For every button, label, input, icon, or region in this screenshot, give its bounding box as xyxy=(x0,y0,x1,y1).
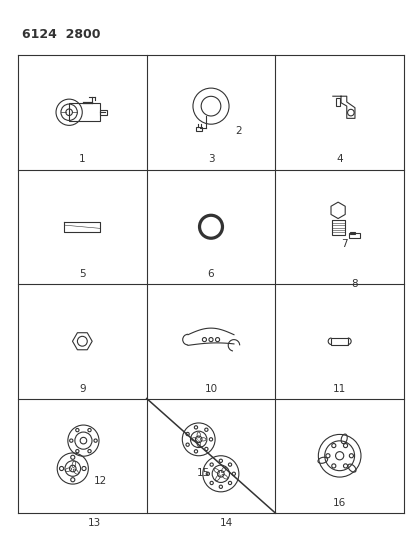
Bar xyxy=(335,98,339,106)
Bar xyxy=(331,220,344,235)
Text: 6124  2800: 6124 2800 xyxy=(22,28,100,41)
Text: 8: 8 xyxy=(351,279,357,289)
Text: 1: 1 xyxy=(79,155,85,165)
Text: 5: 5 xyxy=(79,269,85,279)
Text: 14: 14 xyxy=(219,518,232,528)
Bar xyxy=(348,233,359,238)
Bar xyxy=(100,110,107,115)
Text: 16: 16 xyxy=(332,498,345,508)
Text: 10: 10 xyxy=(204,384,217,393)
Bar xyxy=(196,127,202,131)
Text: 2: 2 xyxy=(235,126,242,136)
Text: 6: 6 xyxy=(207,269,214,279)
Text: 12: 12 xyxy=(93,476,107,486)
Text: 9: 9 xyxy=(79,384,85,393)
Text: 15: 15 xyxy=(196,468,209,478)
Text: 3: 3 xyxy=(207,155,214,165)
Bar xyxy=(331,338,347,344)
Text: 13: 13 xyxy=(88,518,101,528)
Bar xyxy=(349,232,354,234)
Bar xyxy=(69,103,100,122)
Text: 7: 7 xyxy=(341,239,347,249)
Text: 4: 4 xyxy=(335,155,342,165)
Text: 11: 11 xyxy=(332,384,345,393)
